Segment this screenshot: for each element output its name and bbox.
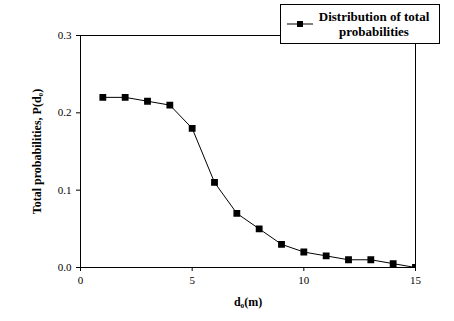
svg-text:15: 15 — [410, 274, 422, 286]
svg-text:0: 0 — [78, 274, 84, 286]
svg-text:10: 10 — [298, 274, 310, 286]
html-text:Distribution of total probabil: Distribution of total probabilities — [318, 9, 430, 39]
svg-text:0.2: 0.2 — [58, 106, 72, 118]
svg-text:5: 5 — [189, 274, 195, 286]
svg-text:Total probabilities, P(d₀): Total probabilities, P(d₀) — [30, 89, 44, 214]
svg-text:0.3: 0.3 — [58, 29, 72, 41]
svg-text:d₀(m): d₀(m) — [234, 295, 262, 309]
svg-text:0.0: 0.0 — [58, 261, 72, 273]
svg-text:0.1: 0.1 — [58, 184, 72, 196]
